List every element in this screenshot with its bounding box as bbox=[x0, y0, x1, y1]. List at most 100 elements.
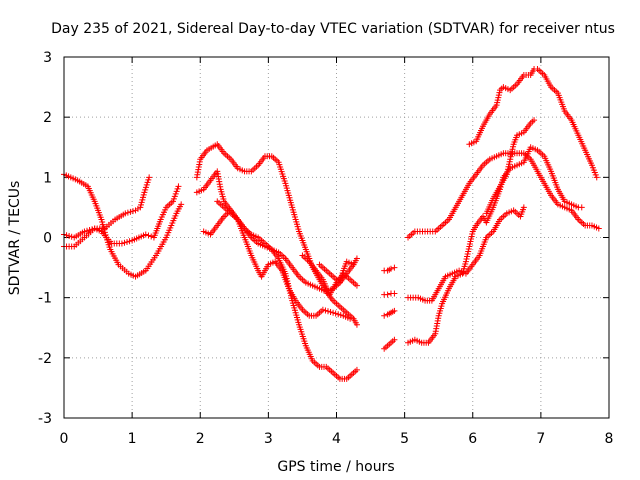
data-point bbox=[347, 315, 354, 322]
grid-layer bbox=[64, 57, 609, 418]
data-point bbox=[138, 199, 145, 206]
data-point bbox=[98, 216, 105, 223]
data-point bbox=[178, 201, 185, 208]
data-point bbox=[593, 174, 600, 181]
data-point bbox=[330, 309, 337, 316]
data-point bbox=[465, 246, 472, 253]
data-point bbox=[63, 232, 70, 239]
data-point bbox=[506, 158, 513, 165]
data-point bbox=[99, 221, 106, 228]
data-point bbox=[170, 195, 177, 202]
series-s6 bbox=[200, 207, 354, 322]
data-point bbox=[142, 231, 149, 238]
data-point bbox=[466, 241, 473, 248]
data-point bbox=[142, 186, 149, 193]
data-point bbox=[144, 179, 151, 186]
series-s15 bbox=[405, 204, 527, 304]
data-point bbox=[465, 248, 472, 255]
data-point bbox=[143, 181, 150, 188]
x-tick-label: 5 bbox=[400, 431, 409, 447]
data-point bbox=[505, 163, 512, 170]
data-point bbox=[531, 117, 538, 124]
data-point bbox=[140, 194, 147, 201]
y-tick-label: 0 bbox=[43, 231, 52, 247]
data-point bbox=[384, 291, 391, 298]
data-point bbox=[469, 230, 476, 237]
x-axis-label: GPS time / hours bbox=[277, 459, 394, 475]
x-tick-label: 2 bbox=[196, 431, 205, 447]
data-point bbox=[510, 143, 517, 150]
data-point bbox=[578, 204, 585, 211]
x-tick-label: 0 bbox=[60, 431, 69, 447]
data-point bbox=[122, 210, 129, 217]
x-tick-label: 7 bbox=[536, 431, 545, 447]
data-point bbox=[468, 233, 475, 240]
data-point bbox=[391, 264, 398, 271]
data-point bbox=[137, 204, 144, 211]
data-point bbox=[494, 97, 501, 104]
series-s13 bbox=[381, 290, 398, 298]
chart-title: Day 235 of 2021, Sidereal Day-to-day VTE… bbox=[51, 21, 615, 37]
data-point bbox=[494, 99, 501, 106]
y-tick-label: 2 bbox=[43, 110, 52, 126]
data-point bbox=[175, 183, 182, 190]
y-tick-label: -2 bbox=[38, 351, 52, 367]
series-s4 bbox=[193, 141, 360, 328]
data-point bbox=[495, 92, 502, 99]
data-point bbox=[353, 255, 360, 262]
y-axis-label: SDTVAR / TECUs bbox=[7, 181, 23, 296]
data-point bbox=[140, 191, 147, 198]
data-point bbox=[121, 239, 128, 246]
series-s17 bbox=[466, 66, 600, 181]
data-point bbox=[595, 225, 602, 232]
series-s18 bbox=[483, 117, 538, 217]
data-point bbox=[173, 188, 180, 195]
plot-frame bbox=[63, 56, 610, 419]
x-tick-label: 3 bbox=[264, 431, 273, 447]
data-point bbox=[118, 240, 125, 247]
x-tick-label: 1 bbox=[128, 431, 137, 447]
data-markers bbox=[61, 66, 602, 382]
data-point bbox=[504, 168, 511, 175]
data-point bbox=[495, 94, 502, 101]
series-s12 bbox=[381, 264, 398, 274]
data-point bbox=[324, 308, 331, 315]
y-tick-label: 1 bbox=[43, 170, 52, 186]
data-point bbox=[145, 176, 152, 183]
data-point bbox=[332, 310, 339, 317]
data-point bbox=[464, 253, 471, 260]
data-point bbox=[171, 193, 178, 200]
data-point bbox=[353, 366, 360, 373]
data-point bbox=[462, 258, 469, 265]
x-tick-label: 8 bbox=[605, 431, 614, 447]
data-point bbox=[506, 161, 513, 168]
data-point bbox=[503, 171, 510, 178]
data-point bbox=[148, 233, 155, 240]
data-point bbox=[496, 89, 503, 96]
data-point bbox=[139, 196, 146, 203]
y-tick-label: 3 bbox=[43, 50, 52, 66]
data-point bbox=[466, 243, 473, 250]
y-tick-label: -3 bbox=[38, 411, 52, 427]
data-point bbox=[319, 306, 326, 313]
data-point bbox=[99, 219, 106, 226]
data-point bbox=[145, 232, 152, 239]
data-point bbox=[464, 251, 471, 258]
data-point bbox=[507, 156, 514, 163]
data-point bbox=[507, 153, 514, 160]
data-point bbox=[100, 224, 107, 231]
data-point bbox=[322, 307, 329, 314]
data-point bbox=[124, 239, 131, 246]
data-point bbox=[174, 185, 181, 192]
tick-layer: 0 1 2 3 4 5 6 7 8 -3 -2 -1 0 1 2 3 bbox=[38, 50, 613, 447]
series-s9 bbox=[299, 252, 360, 298]
data-point bbox=[508, 148, 515, 155]
series-s16 bbox=[405, 144, 585, 346]
data-point bbox=[172, 190, 179, 197]
series-s14 bbox=[405, 150, 602, 241]
series-s1 bbox=[61, 171, 185, 280]
data-point bbox=[170, 198, 176, 205]
data-point bbox=[381, 312, 388, 319]
data-point bbox=[391, 336, 398, 343]
